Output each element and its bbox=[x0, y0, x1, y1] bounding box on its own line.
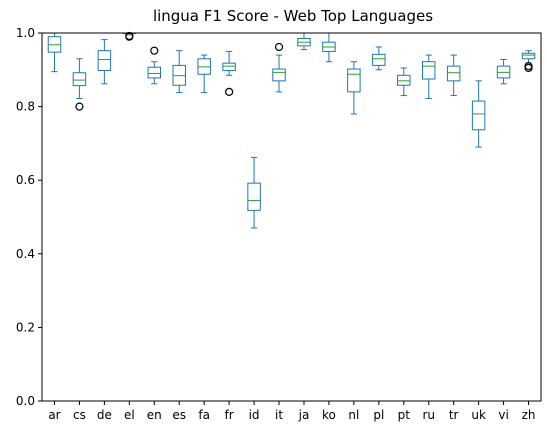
x-tick-label: el bbox=[124, 408, 135, 422]
box-ko bbox=[322, 32, 336, 63]
box-iqr bbox=[222, 62, 236, 72]
box-iqr bbox=[421, 61, 436, 80]
box-series bbox=[47, 31, 536, 229]
x-axis: ar cs de el en es fa fr id it ja ko nl pl pt ru tr uk vi zh bbox=[48, 401, 535, 422]
box-pt bbox=[397, 67, 411, 97]
x-tick-label: uk bbox=[471, 408, 486, 422]
x-tick-label: zh bbox=[522, 408, 536, 422]
x-tick-label: fr bbox=[225, 408, 234, 422]
y-tick-label: 0.2 bbox=[16, 320, 35, 334]
box-es bbox=[172, 50, 186, 94]
x-tick-label: ko bbox=[322, 408, 336, 422]
y-tick-label: 0.8 bbox=[16, 100, 35, 114]
x-tick-label: vi bbox=[498, 408, 508, 422]
y-tick-label: 0.0 bbox=[16, 394, 35, 408]
box-iqr bbox=[247, 182, 261, 211]
x-tick-label: ja bbox=[298, 408, 310, 422]
box-vi bbox=[496, 58, 511, 85]
outlier-point bbox=[75, 102, 84, 111]
box-nl bbox=[347, 61, 361, 115]
x-tick-label: de bbox=[97, 408, 112, 422]
outlier-point bbox=[225, 87, 234, 96]
box-pl bbox=[372, 46, 386, 71]
x-tick-label: pt bbox=[398, 408, 411, 422]
box-iqr bbox=[347, 68, 361, 93]
y-axis: 0.0 0.2 0.4 0.6 0.8 1.0 bbox=[16, 26, 42, 408]
x-tick-label: nl bbox=[348, 408, 359, 422]
box-iqr bbox=[397, 74, 411, 86]
x-tick-label: tr bbox=[449, 408, 459, 422]
box-ar bbox=[47, 32, 62, 73]
box-iqr bbox=[471, 100, 486, 131]
box-iqr bbox=[272, 68, 286, 82]
box-cs bbox=[72, 58, 87, 111]
chart-title: lingua F1 Score - Web Top Languages bbox=[153, 7, 433, 25]
x-tick-label: fa bbox=[198, 408, 210, 422]
box-en bbox=[147, 46, 162, 85]
x-tick-label: ru bbox=[422, 408, 435, 422]
box-id bbox=[247, 156, 261, 229]
y-tick-label: 1.0 bbox=[16, 26, 35, 40]
outlier-point bbox=[524, 62, 533, 71]
x-tick-label: ar bbox=[48, 408, 60, 422]
box-ja bbox=[297, 32, 311, 51]
x-tick-label: pl bbox=[373, 408, 384, 422]
box-el bbox=[122, 31, 137, 41]
box-fr bbox=[222, 50, 236, 96]
box-fa bbox=[197, 54, 211, 94]
box-iqr bbox=[147, 66, 162, 79]
x-tick-label: id bbox=[249, 408, 260, 422]
box-uk bbox=[471, 80, 486, 148]
y-tick-label: 0.6 bbox=[16, 173, 35, 187]
box-iqr bbox=[446, 65, 461, 82]
box-iqr bbox=[72, 72, 87, 87]
x-tick-label: en bbox=[147, 408, 162, 422]
outlier-point bbox=[125, 31, 134, 41]
box-ru bbox=[421, 54, 436, 100]
box-iqr bbox=[97, 50, 112, 72]
box-de bbox=[97, 39, 112, 85]
x-tick-label: es bbox=[172, 408, 186, 422]
box-it bbox=[272, 42, 286, 93]
outlier-point bbox=[150, 46, 159, 55]
box-iqr bbox=[521, 52, 536, 60]
outlier-point bbox=[274, 42, 284, 52]
box-iqr bbox=[372, 53, 386, 66]
plot-frame bbox=[41, 32, 542, 402]
x-tick-label: it bbox=[275, 408, 283, 422]
box-tr bbox=[446, 54, 461, 97]
box-zh bbox=[521, 50, 536, 73]
x-tick-label: cs bbox=[73, 408, 86, 422]
y-tick-label: 0.4 bbox=[16, 247, 35, 261]
